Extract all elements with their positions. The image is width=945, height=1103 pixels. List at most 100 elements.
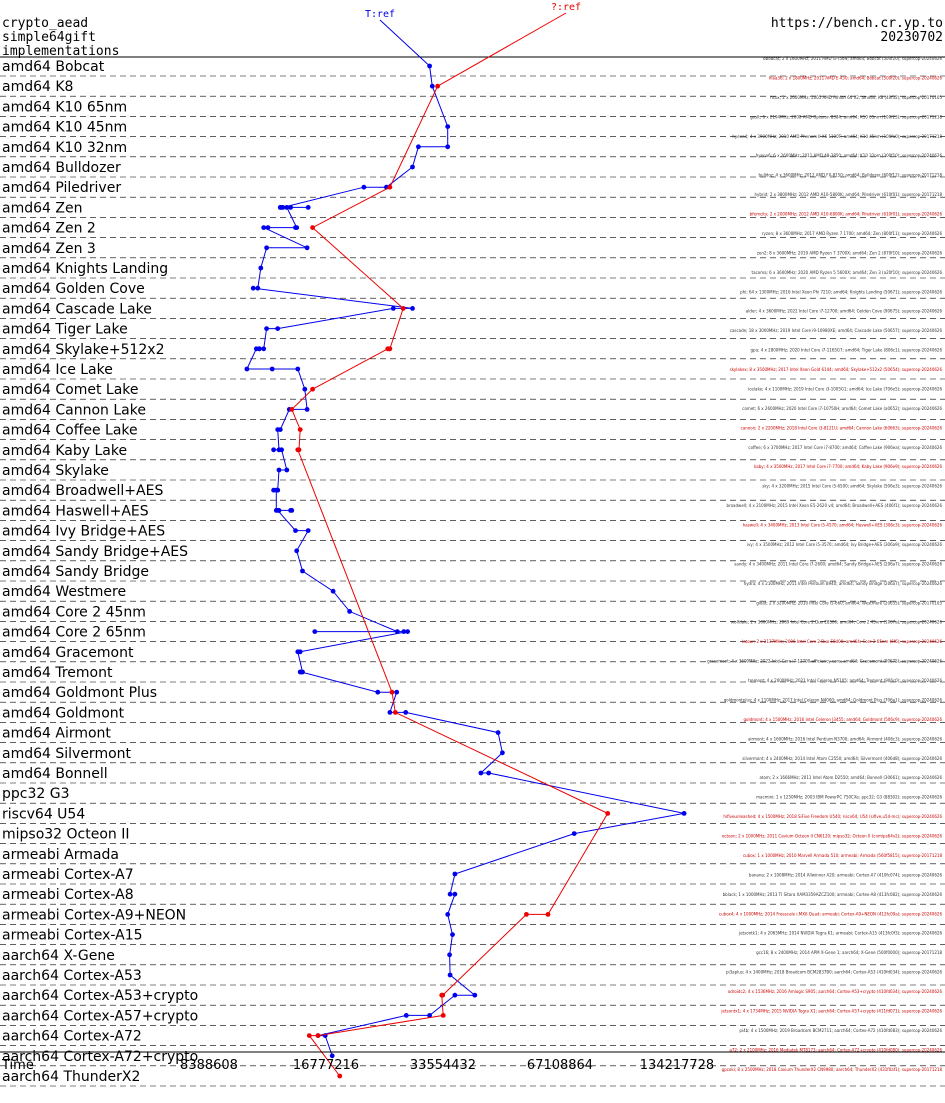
data-point xyxy=(329,1053,335,1059)
category-label: amd64 Comet Lake xyxy=(2,382,139,398)
category-label: amd64 K10 32nm xyxy=(2,140,127,156)
data-point xyxy=(284,205,290,210)
category-label: ppc32 G3 xyxy=(2,786,70,802)
platform-label: coffee; 6 x 3700MHz; 2017 Intel Core i7-… xyxy=(748,445,942,450)
category-label: amd64 Goldmont xyxy=(2,705,125,721)
data-point xyxy=(295,649,301,655)
data-point xyxy=(258,265,264,271)
data-point xyxy=(255,285,261,291)
data-point xyxy=(312,629,318,634)
data-point xyxy=(276,467,282,473)
data-point xyxy=(394,689,400,695)
category-label: amd64 Coffee Lake xyxy=(2,423,138,439)
legend-leader xyxy=(379,19,430,67)
data-point xyxy=(305,528,311,533)
platform-labels: bbobcat; 2 x 1600MHz; 2011 AMD G-T56N; a… xyxy=(707,56,942,1072)
category-label: aarch64 Cortex-A72 xyxy=(2,1029,142,1045)
data-point xyxy=(545,912,551,917)
data-point xyxy=(439,992,445,998)
platform-label: hyena4; 4 x 3900MHz; 2010 AMD Phenom II … xyxy=(732,134,942,139)
data-point xyxy=(275,326,281,331)
platform-label: zen2; 8 x 3600MHz; 2019 AMD Ryzen 7 3700… xyxy=(757,250,943,255)
platform-label: jetsontk1; 4 x 2065MHz; 2014 NVIDIA Tegr… xyxy=(738,931,942,936)
platform-label: kaby; 4 x 3500MHz; 2017 Intel Core i7-77… xyxy=(754,464,942,469)
data-point xyxy=(405,629,410,634)
category-label: riscv64 U54 xyxy=(2,806,85,822)
category-label: amd64 Silvermont xyxy=(2,746,132,762)
data-point xyxy=(375,689,381,695)
category-label: aarch64 Cortex-A57+crypto xyxy=(2,1008,198,1024)
data-point xyxy=(429,83,435,89)
chart-header: crypto_aead simple64gift implementations… xyxy=(2,16,943,59)
row-separators xyxy=(0,56,945,1087)
data-point xyxy=(310,225,315,231)
category-label: amd64 Haswell+AES xyxy=(2,503,149,519)
data-point xyxy=(306,1033,312,1038)
platform-label: sky; 4 x 3200MHz; 2015 Intel Core i5-650… xyxy=(762,484,942,489)
data-point xyxy=(447,891,453,897)
category-label: aarch64 Cortex-A53 xyxy=(2,968,142,984)
platform-label: ryzen; 8 x 3600MHz; 2017 AMD Ryzen 7 170… xyxy=(762,231,943,236)
category-label: amd64 Skylake xyxy=(2,463,109,479)
data-point xyxy=(416,144,421,150)
platform-label: cubox4; 4 x 1000MHz; 2014 Freescale i.MX… xyxy=(719,911,943,916)
category-label: amd64 K10 65nm xyxy=(2,99,127,115)
data-point xyxy=(452,871,458,877)
category-label: amd64 Westmere xyxy=(2,584,126,600)
platform-label: hlaa36; 2 x 1800MHz; 2011 AMD E-450; amd… xyxy=(769,75,943,80)
platform-label: silvermont; 4 x 2400MHz; 2014 Intel Atom… xyxy=(742,756,942,761)
category-label: armeabi Cortex-A15 xyxy=(2,928,143,944)
platform-label: cubox; 1 x 1000MHz; 2010 Marvell Armada … xyxy=(743,853,942,858)
data-point xyxy=(288,205,293,210)
data-point xyxy=(452,891,458,897)
data-point xyxy=(304,245,310,251)
section-label: implementations xyxy=(2,44,119,59)
platform-label: gpcoki; 8 x 2500MHz; 2018 Cavium Thunder… xyxy=(722,1067,943,1072)
data-point xyxy=(284,467,290,473)
category-label: amd64 Tremont xyxy=(2,665,113,681)
category-label: amd64 Bulldozer xyxy=(2,160,121,176)
platform-label: gpu; 4 x 2800MHz; 2020 Intel Core i7-116… xyxy=(750,348,942,353)
data-point xyxy=(571,831,577,836)
data-point xyxy=(277,205,283,210)
x-tick-label: 8388608 xyxy=(180,1058,238,1073)
category-label: amd64 Tiger Lake xyxy=(2,322,128,338)
data-point xyxy=(452,992,458,998)
category-label: mipso32 Octeon II xyxy=(2,827,130,843)
legend-label: T:ref xyxy=(365,9,395,20)
platform-label: pi3aplus; 4 x 1400MHz; 2018 Broadcom BCM… xyxy=(726,970,943,975)
data-point xyxy=(495,730,501,735)
data-point xyxy=(486,770,492,776)
series-legend: T:ref ?:ref xyxy=(365,2,581,87)
category-label: aarch64 Cortex-A72+crypto xyxy=(2,1049,198,1065)
data-point xyxy=(304,407,310,412)
category-label: armeabi Cortex-A7 xyxy=(2,867,134,883)
algorithm-label: simple64gift xyxy=(2,30,96,45)
platform-label: cascade; 18 x 3000MHz; 2019 Intel Core i… xyxy=(730,328,943,333)
category-label: amd64 Zen 3 xyxy=(2,241,96,257)
category-label: amd64 Core 2 45nm xyxy=(2,604,146,620)
category-label: aarch64 ThunderX2 xyxy=(2,1069,140,1085)
data-point xyxy=(264,326,269,331)
data-point xyxy=(279,447,284,453)
data-point xyxy=(300,568,305,574)
category-label: amd64 Skylake+512x2 xyxy=(2,342,164,358)
platform-label: bfemcity; 2 x 2000MHz; 2012 AMD A10-6800… xyxy=(750,212,943,217)
platform-label: icelake; 4 x 1100MHz; 2019 Intel Core i3… xyxy=(748,386,942,391)
x-tick-label: 16777216 xyxy=(293,1058,359,1073)
platform-label: hydra; 4 x 2100MHz; 2011 Intel Pentium B… xyxy=(744,581,943,586)
platform-label: skylakex; 8 x 3500MHz; 2017 Intel Xeon G… xyxy=(730,367,943,372)
category-label: armeabi Cortex-A9+NEON xyxy=(2,907,186,923)
data-point xyxy=(410,164,415,170)
category-label: amd64 Ivy Bridge+AES xyxy=(2,524,165,540)
data-point xyxy=(387,710,393,715)
platform-label: cannon; 2 x 2200MHz; 2018 Intel Core i3-… xyxy=(741,425,943,430)
data-point xyxy=(269,366,275,372)
platform-label: pi4b; 4 x 1500MHz; 2019 Broadcom BCM2711… xyxy=(739,1028,942,1033)
data-point xyxy=(264,245,269,251)
category-label: armeabi Cortex-A8 xyxy=(2,887,134,903)
data-point xyxy=(288,508,293,513)
platform-label: broadwell; 4 x 2100MHz; 2015 Intel Xeon … xyxy=(727,503,943,508)
data-point xyxy=(275,508,281,513)
data-point xyxy=(271,447,276,453)
